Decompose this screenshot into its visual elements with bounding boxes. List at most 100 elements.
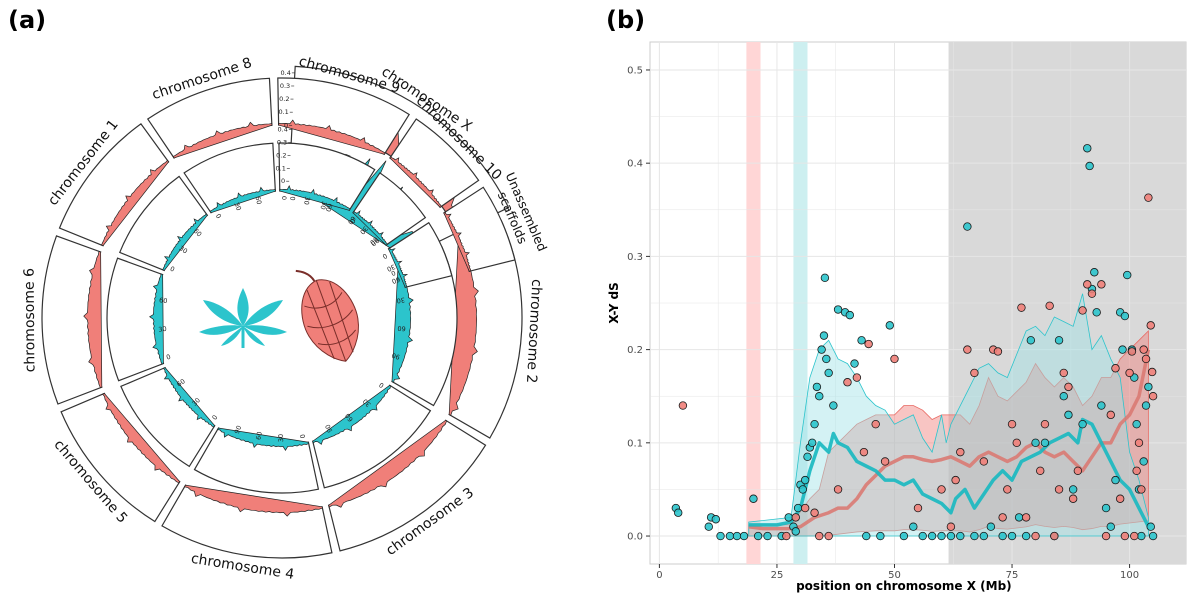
panel-b-label: (b) — [606, 6, 645, 34]
data-point-red — [1068, 494, 1078, 503]
data-point-cyan — [979, 531, 989, 541]
y-tick-label: 0.3 — [627, 252, 643, 263]
data-point-cyan — [1092, 308, 1101, 317]
data-point-cyan — [1118, 345, 1127, 354]
x-tick-label: 0 — [656, 570, 662, 581]
data-point-cyan — [1064, 410, 1073, 420]
data-point-cyan — [800, 475, 810, 485]
data-point-cyan — [824, 368, 833, 378]
data-point-cyan — [711, 515, 721, 524]
sector-tick-label: 30 — [302, 196, 311, 206]
data-point-red — [1012, 438, 1021, 448]
sector-tick-label: 30 — [318, 200, 328, 210]
cannabis-leaf-icon — [199, 288, 287, 348]
data-point-cyan — [749, 494, 758, 503]
y-tick-label: 0.1 — [278, 108, 288, 116]
sector-tick-label: 0 — [299, 433, 308, 439]
y-tick-label: 0.3 — [277, 139, 287, 147]
data-point-cyan — [829, 401, 838, 410]
sector-tick-label: 60 — [344, 412, 355, 423]
panel-b: (b) 0 25 50 75 100 0.0 0.1 0.2 0.3 0.4 0.5 positio… — [600, 0, 1188, 593]
inner-ring-profile-6 — [149, 273, 164, 365]
data-point-cyan — [857, 336, 866, 345]
gridlines — [650, 42, 1186, 564]
data-point-cyan — [937, 531, 946, 541]
data-point-cyan — [1026, 336, 1036, 345]
data-point-cyan — [1120, 311, 1130, 321]
data-point-red — [852, 373, 862, 382]
sector-tick-label: 90 — [391, 351, 401, 361]
data-point-red — [1139, 345, 1148, 354]
sector-tick-label: 0 — [210, 414, 219, 422]
data-point-red — [951, 475, 960, 485]
data-point-cyan — [862, 531, 871, 541]
data-point-red — [678, 401, 688, 410]
data-point-red — [824, 531, 833, 541]
inner-ring-profile-9 — [279, 185, 351, 211]
data-point-cyan — [812, 382, 822, 392]
data-point-red — [1087, 289, 1097, 298]
outer-ring-profile-9 — [278, 119, 386, 155]
data-point-cyan — [793, 503, 803, 513]
data-point-cyan — [674, 508, 683, 517]
data-point-red — [937, 485, 946, 494]
data-point-red — [833, 485, 843, 494]
sector-tick-label: 30 — [190, 396, 202, 408]
sector-tick-label: 0 — [390, 268, 397, 277]
data-point-cyan — [899, 531, 909, 541]
data-point-red — [1050, 531, 1059, 541]
data-point-red — [979, 457, 989, 466]
sector-tick-label: 30 — [396, 296, 405, 305]
sector-tick-label: 60 — [324, 202, 335, 213]
sector-tick-label: 0 — [288, 196, 296, 201]
data-point-red — [880, 457, 890, 466]
y-tick-label: 0.2 — [627, 345, 643, 356]
data-point-red — [1003, 485, 1012, 494]
data-points — [671, 144, 1158, 541]
data-point-cyan — [732, 531, 742, 541]
data-point-cyan — [1059, 392, 1068, 401]
data-point-red — [1147, 367, 1157, 377]
data-point-cyan — [909, 522, 918, 531]
sector-tick-label: 60 — [368, 235, 379, 246]
data-point-cyan — [885, 321, 894, 330]
y-tick-label: 0.2 — [279, 95, 289, 103]
y-tick-label: 0.1 — [627, 438, 643, 449]
data-point-cyan — [820, 273, 830, 283]
data-point-red — [1083, 280, 1092, 289]
circos-rings — [41, 65, 523, 559]
data-point-cyan — [1139, 457, 1148, 466]
x-axis-label: position on chromosome X (Mb) — [796, 579, 1012, 593]
inner-ring-profile-8 — [209, 186, 276, 214]
outer-ring-profile-10 — [389, 155, 442, 208]
data-point-red — [1111, 364, 1120, 373]
sector-tick-label: 30 — [358, 224, 369, 236]
outer-ring-profile-8 — [172, 121, 273, 159]
sector-tick-label: 0 — [280, 196, 288, 200]
data-point-cyan — [1106, 522, 1115, 531]
sector-tick-label: 0 — [348, 217, 357, 225]
sector-tick-label: 60 — [254, 195, 264, 205]
sector-tick-label: 60 — [346, 215, 357, 226]
sector-tick-label: 30 — [158, 325, 167, 334]
data-point-cyan — [817, 345, 826, 354]
data-point-cyan — [1123, 270, 1132, 280]
y-tick-label: 0.3 — [280, 82, 290, 90]
sector-tick-label: 30 — [386, 262, 397, 273]
data-point-cyan — [1054, 336, 1064, 345]
data-point-cyan — [1101, 503, 1111, 513]
sector-tick-label: 60 — [159, 296, 168, 305]
sector-tick-label: 0 — [214, 212, 223, 220]
data-point-cyan — [1097, 401, 1106, 410]
data-point-cyan — [946, 531, 956, 541]
y-tick-label: 0 — [281, 177, 285, 185]
sector-tick-label: 30 — [277, 434, 285, 442]
data-point-cyan — [1083, 144, 1092, 153]
sector-tick-label: 0 — [165, 353, 172, 362]
data-point-red — [1078, 306, 1087, 315]
data-point-cyan — [833, 305, 843, 314]
data-point-red — [956, 447, 965, 457]
data-point-red — [1146, 321, 1155, 330]
y-tick-label: 0.2 — [276, 151, 286, 159]
